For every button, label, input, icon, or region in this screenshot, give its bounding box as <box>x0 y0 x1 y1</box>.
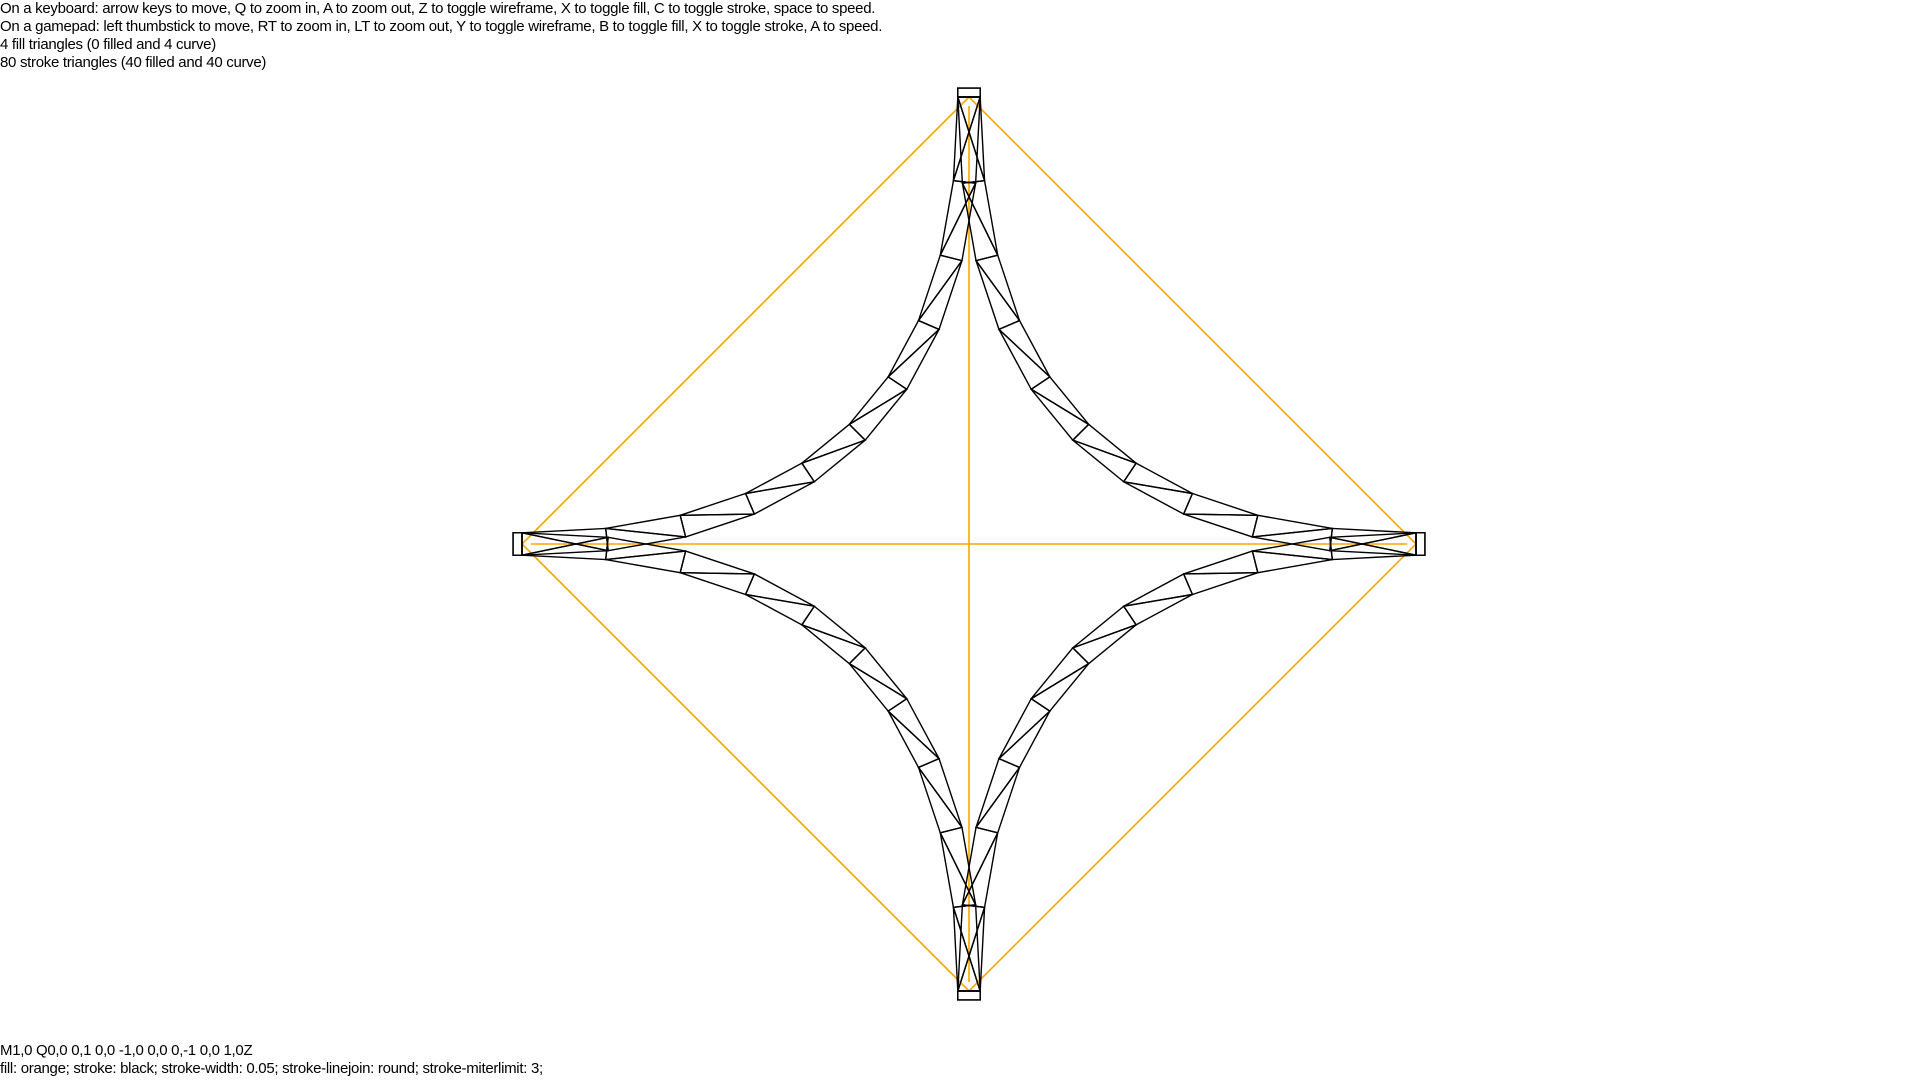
triangle <box>744 481 815 516</box>
triangle <box>1183 513 1259 538</box>
triangle <box>887 328 940 391</box>
triangle <box>1123 481 1194 516</box>
triangle <box>974 767 1021 834</box>
triangle <box>917 757 963 828</box>
triangle <box>1122 593 1193 626</box>
triangle <box>679 550 755 575</box>
triangle <box>1072 439 1138 483</box>
triangle <box>1183 550 1259 575</box>
info-line: On a gamepad: left thumbstick to move, R… <box>0 18 883 35</box>
triangle <box>679 492 756 516</box>
triangle <box>1415 532 1426 556</box>
stroke-wireframe <box>512 87 1426 1001</box>
triangle <box>679 513 755 538</box>
triangle <box>974 254 1021 321</box>
triangle <box>800 439 866 483</box>
triangle <box>1182 572 1259 596</box>
triangle <box>887 710 941 769</box>
triangle <box>800 605 866 649</box>
triangle <box>957 990 981 1001</box>
info-line: 4 fill triangles (0 filled and 4 curve) <box>0 36 216 53</box>
triangle <box>887 319 941 378</box>
triangle <box>961 832 999 909</box>
triangle <box>1072 605 1138 649</box>
triangle <box>745 593 816 626</box>
triangle <box>1415 532 1426 556</box>
triangle <box>998 697 1051 760</box>
triangle <box>917 260 963 331</box>
style-text: fill: orange; stroke: black; stroke-widt… <box>0 1060 543 1077</box>
path-text: M1,0 Q0,0 0,1 0,0 -1,0 0,0 0,-1 0,0 1,0Z <box>0 1042 253 1059</box>
triangle <box>512 532 523 556</box>
info-line: On a keyboard: arrow keys to move, Q to … <box>0 0 876 17</box>
triangle <box>1251 550 1333 574</box>
triangle <box>917 767 964 834</box>
triangle <box>961 179 999 256</box>
triangle <box>997 710 1051 769</box>
triangle <box>917 254 964 321</box>
triangle <box>1182 492 1259 516</box>
triangle <box>512 532 523 556</box>
path-panel: M1,0 Q0,0 0,1 0,0 -1,0 0,0 0,-1 0,0 1,0Z… <box>0 1042 543 1078</box>
triangle <box>887 697 940 760</box>
triangle <box>1123 572 1194 607</box>
info-panel: On a keyboard: arrow keys to move, Q to … <box>0 0 882 72</box>
triangle <box>957 990 981 1001</box>
triangle <box>939 832 977 909</box>
triangle <box>957 87 981 98</box>
triangle <box>975 757 1021 828</box>
triangle <box>997 319 1051 378</box>
triangle <box>605 514 687 538</box>
fill-wireframe <box>520 95 1418 993</box>
info-line: 80 stroke triangles (40 filled and 40 cu… <box>0 54 267 71</box>
triangle <box>975 260 1021 331</box>
triangle <box>998 328 1051 391</box>
triangle <box>939 179 977 256</box>
triangle <box>1122 462 1193 495</box>
triangle <box>744 572 815 607</box>
triangle <box>745 462 816 495</box>
triangle <box>1251 514 1333 538</box>
triangle <box>679 572 756 596</box>
triangle <box>957 87 981 98</box>
triangle <box>605 550 687 574</box>
